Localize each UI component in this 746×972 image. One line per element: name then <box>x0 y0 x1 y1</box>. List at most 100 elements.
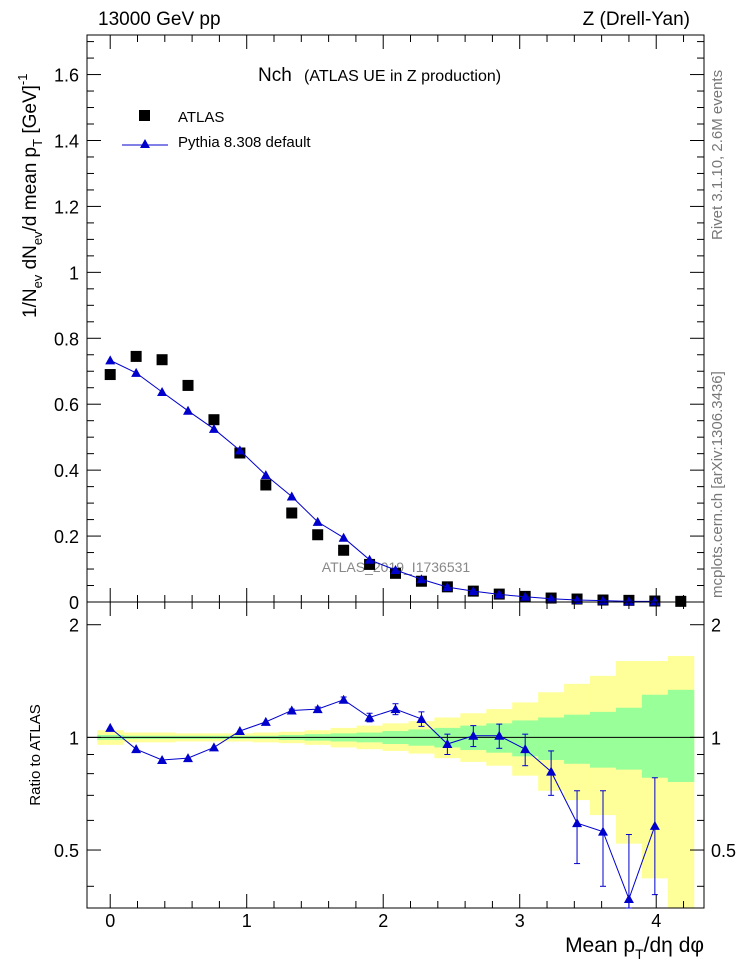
pythia-point <box>157 387 168 397</box>
main-y-tick-label: 1.6 <box>54 66 79 86</box>
ratio-point <box>105 722 116 732</box>
ratio-point <box>183 753 194 763</box>
ratio-point <box>546 766 557 776</box>
pythia-point <box>312 516 323 526</box>
atlas-point <box>208 414 220 426</box>
pythia-point <box>234 445 245 455</box>
ratio-point <box>416 713 427 723</box>
main-y-tick-label: 0.6 <box>54 395 79 415</box>
main-y-tick-label: 1.4 <box>54 131 79 151</box>
main-y-tick-label: 0 <box>69 593 79 613</box>
band-stat <box>564 714 591 764</box>
ratio-x-tick-label: 1 <box>242 911 252 931</box>
pythia-point <box>364 554 375 564</box>
atlas-point <box>286 507 298 519</box>
pythia-point <box>390 565 401 575</box>
main-y-axis-label-text: 1/Nev dNev/d mean pT [GeV]-1 <box>15 74 45 319</box>
ratio-y-tick-label: 0.5 <box>54 841 79 861</box>
ratio-point <box>312 704 323 714</box>
ratio-point <box>468 730 479 740</box>
atlas-point <box>338 544 350 556</box>
legend-label-pythia: Pythia 8.308 default <box>178 134 311 151</box>
ratio-point <box>390 704 401 714</box>
ratio-x-tick-label: 0 <box>105 911 115 931</box>
pythia-point <box>494 589 505 599</box>
atlas-point <box>312 529 324 541</box>
band-stat <box>615 707 643 770</box>
legend-marker-atlas <box>139 110 150 121</box>
pythia-point <box>623 596 634 606</box>
legend: ATLAS Pythia 8.308 default <box>122 109 311 151</box>
ratio-point <box>364 712 375 722</box>
pythia-point <box>131 367 142 377</box>
ratio-point <box>208 742 219 752</box>
ratio-point <box>286 705 297 715</box>
pythia-point <box>442 582 453 592</box>
atlas-point <box>156 354 168 366</box>
ratio-point <box>494 730 505 740</box>
pythia-point <box>416 574 427 584</box>
ratio-y-tick-label: 1 <box>69 728 79 748</box>
plot-title: Nch (ATLAS UE in Z production) <box>258 65 501 86</box>
ratio-x-tick-label: 2 <box>378 911 388 931</box>
ratio-x-ticks: 0 1 2 3 4 <box>105 602 685 931</box>
ratio-panel: 0.5 0.5 1 1 2 2 0 1 2 3 4 Ratio to ATLAS Mean pT/… <box>27 601 736 962</box>
main-y-ticks: 0 0.2 0.4 0.6 0.8 1 1.2 1.4 1.6 <box>54 41 704 613</box>
main-y-tick-label: 0.8 <box>54 329 79 349</box>
ratio-y-tick-label-right: 2 <box>711 616 721 636</box>
pythia-point <box>105 355 116 365</box>
legend-label-atlas: ATLAS <box>178 109 224 126</box>
ratio-point <box>234 725 245 735</box>
atlas-point <box>675 595 687 607</box>
band-stat <box>590 711 617 768</box>
pythia-point <box>468 586 479 596</box>
pythia-point <box>338 532 349 542</box>
main-x-ticks <box>109 35 685 602</box>
main-y-tick-label: 1.2 <box>54 197 79 217</box>
plot-title-sub: (ATLAS UE in Z production) <box>304 68 501 85</box>
ratio-y-tick-label-right: 0.5 <box>711 841 736 861</box>
ratio-point <box>572 818 583 828</box>
atlas-point <box>260 479 272 491</box>
ratio-frame <box>86 601 705 909</box>
ratio-bands <box>97 655 695 908</box>
atlas-point <box>182 379 194 391</box>
x-axis-label: Mean pT/dη dφ <box>565 934 704 962</box>
atlas-point <box>364 558 376 570</box>
pythia-point <box>520 591 531 601</box>
ratio-point <box>157 755 168 765</box>
atlas-point <box>130 350 142 362</box>
pythia-point <box>286 491 297 501</box>
ratio-point <box>442 739 453 749</box>
ratio-point <box>260 716 271 726</box>
legend-marker-pythia <box>140 139 150 148</box>
main-y-tick-label: 1 <box>69 263 79 283</box>
main-y-tick-label: 0.4 <box>54 461 79 481</box>
ratio-point <box>520 744 531 754</box>
side-text-lower: mcplots.cern.ch [arXiv:1306.3436] <box>709 371 726 598</box>
main-y-tick-label: 0.2 <box>54 527 79 547</box>
ratio-point <box>597 826 608 836</box>
band-stat <box>667 689 695 782</box>
pythia-line <box>109 359 655 602</box>
atlas-point <box>104 369 116 381</box>
ratio-point <box>131 744 142 754</box>
main-panel: 00.20.40.60.811.21.41.6 ATLAS_2019_I1736… <box>15 34 705 613</box>
ratio-y-axis-label: Ratio to ATLAS <box>27 704 44 805</box>
pythia-point <box>260 470 271 480</box>
side-text-upper: Rivet 3.1.10, 2.6M events <box>709 70 726 240</box>
header-right: Z (Drell-Yan) <box>583 9 690 30</box>
pythia-point <box>546 593 557 603</box>
pythia-point <box>208 423 219 433</box>
band-stat <box>641 694 669 778</box>
x-axis-label-text: Mean pT/dη dφ <box>565 934 704 962</box>
main-series <box>104 350 687 607</box>
ratio-point <box>649 820 660 830</box>
ratio-point <box>338 694 349 704</box>
pythia-point <box>649 596 660 606</box>
ratio-x-tick-label: 4 <box>651 911 661 931</box>
ratio-series <box>105 694 660 909</box>
ratio-line <box>109 699 656 901</box>
ratio-y-tick-label: 2 <box>69 616 79 636</box>
